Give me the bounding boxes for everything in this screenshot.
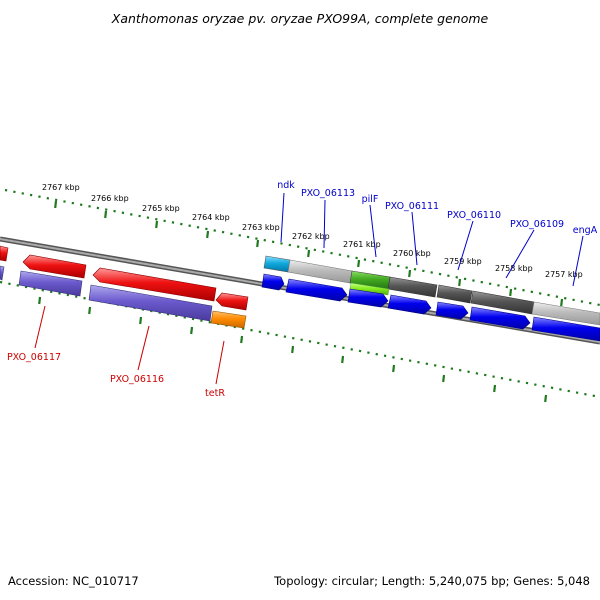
gene-enga[interactable]	[531, 301, 600, 326]
scale-tick	[392, 364, 396, 373]
accession-text: Accession: NC_010717	[8, 574, 139, 588]
scale-tick	[408, 269, 412, 278]
scale-tick	[256, 239, 260, 248]
scale-tick	[139, 316, 143, 325]
scale-label: 2761 kbp	[343, 240, 381, 249]
gene-arrow[interactable]	[435, 301, 469, 320]
gene-arrow[interactable]	[0, 265, 5, 281]
gene-label-ndk[interactable]: ndk	[277, 180, 295, 191]
scale-label: 2764 kbp	[192, 213, 230, 222]
scale-label: 2766 kbp	[91, 194, 129, 203]
scale-tick	[104, 210, 108, 219]
scale-tick	[291, 345, 295, 354]
scale-tick	[307, 249, 311, 258]
gene-arrow[interactable]	[285, 278, 348, 302]
gene-label-pxo-06117[interactable]: PXO_06117	[7, 352, 61, 363]
reverse-gene-labels: PXO_06117 PXO_06116 tetR	[7, 305, 225, 399]
gene-arrow[interactable]	[347, 288, 389, 308]
scale-tick	[357, 259, 361, 268]
gene-pilf-part[interactable]	[349, 282, 390, 296]
scale-label: 2759 kbp	[444, 257, 482, 266]
reverse-strand-genes	[0, 245, 249, 329]
gene-label-pxo-06113[interactable]: PXO_06113	[301, 188, 355, 199]
gene-pxo-06113[interactable]	[287, 259, 353, 284]
gene-label-pilf[interactable]: pilF	[362, 194, 379, 205]
scale-label: 2762 kbp	[292, 232, 330, 241]
gene-arrow[interactable]	[215, 292, 249, 311]
scale-tick	[54, 200, 58, 209]
topology-text: Topology: circular; Length: 5,240,075 bp…	[274, 574, 590, 588]
scale-tick	[190, 326, 194, 335]
scale-tick	[155, 220, 159, 229]
gene-arrow[interactable]	[92, 267, 217, 302]
scale-label: 2760 kbp	[393, 249, 431, 258]
scale-label: 2763 kbp	[242, 223, 280, 232]
gene-pxo-06110[interactable]	[436, 284, 473, 304]
scale-tick	[458, 278, 462, 287]
gene-label-enga[interactable]: engA	[573, 225, 598, 236]
forward-gene-labels: ndk PXO_06113 pilF PXO_06111 PXO_06110 P…	[277, 180, 598, 287]
gene-arrow[interactable]	[531, 316, 600, 342]
scale-ticks	[38, 200, 564, 403]
scale-label: 2767 kbp	[42, 183, 80, 192]
scale-tick	[240, 335, 244, 344]
scale-tick	[442, 374, 446, 383]
gene-pxo-06117[interactable]	[18, 270, 83, 297]
scale-tick	[493, 384, 497, 393]
gene-ndk[interactable]	[263, 255, 291, 273]
scale-tick	[341, 355, 345, 364]
gene-arrow[interactable]	[22, 254, 87, 279]
gene-tetr[interactable]	[210, 310, 247, 329]
scale-tick	[509, 288, 513, 297]
gene-pxo-06116[interactable]	[88, 284, 213, 322]
scale-tick	[206, 230, 210, 239]
forward-strand-genes	[261, 255, 600, 342]
scale-tick	[544, 394, 548, 403]
gene-label-pxo-06109[interactable]: PXO_06109	[510, 219, 564, 230]
scale-label: 2758 kbp	[495, 264, 533, 273]
gene-label-pxo-06111[interactable]: PXO_06111	[385, 201, 439, 212]
scale-tick	[560, 298, 564, 307]
scale-tick	[88, 306, 92, 315]
gene-pxo-06111[interactable]	[387, 276, 438, 298]
scale-label: 2757 kbp	[545, 270, 583, 279]
gene-label-pxo-06110[interactable]: PXO_06110	[447, 210, 501, 221]
scale-label: 2765 kbp	[142, 204, 180, 213]
gene-label-pxo-06116[interactable]: PXO_06116	[110, 374, 164, 385]
gene-arrow[interactable]	[0, 245, 9, 262]
gene-arrow[interactable]	[387, 294, 432, 315]
scale-tick	[38, 296, 42, 305]
gene-label-tetr[interactable]: tetR	[205, 388, 225, 399]
map-title: Xanthomonas oryzae pv. oryzae PXO99A, co…	[111, 11, 489, 26]
gene-arrow[interactable]	[469, 306, 531, 330]
gene-arrow[interactable]	[261, 273, 285, 291]
scale-labels: 2767 kbp 2766 kbp 2765 kbp 2764 kbp 2763…	[42, 183, 583, 279]
